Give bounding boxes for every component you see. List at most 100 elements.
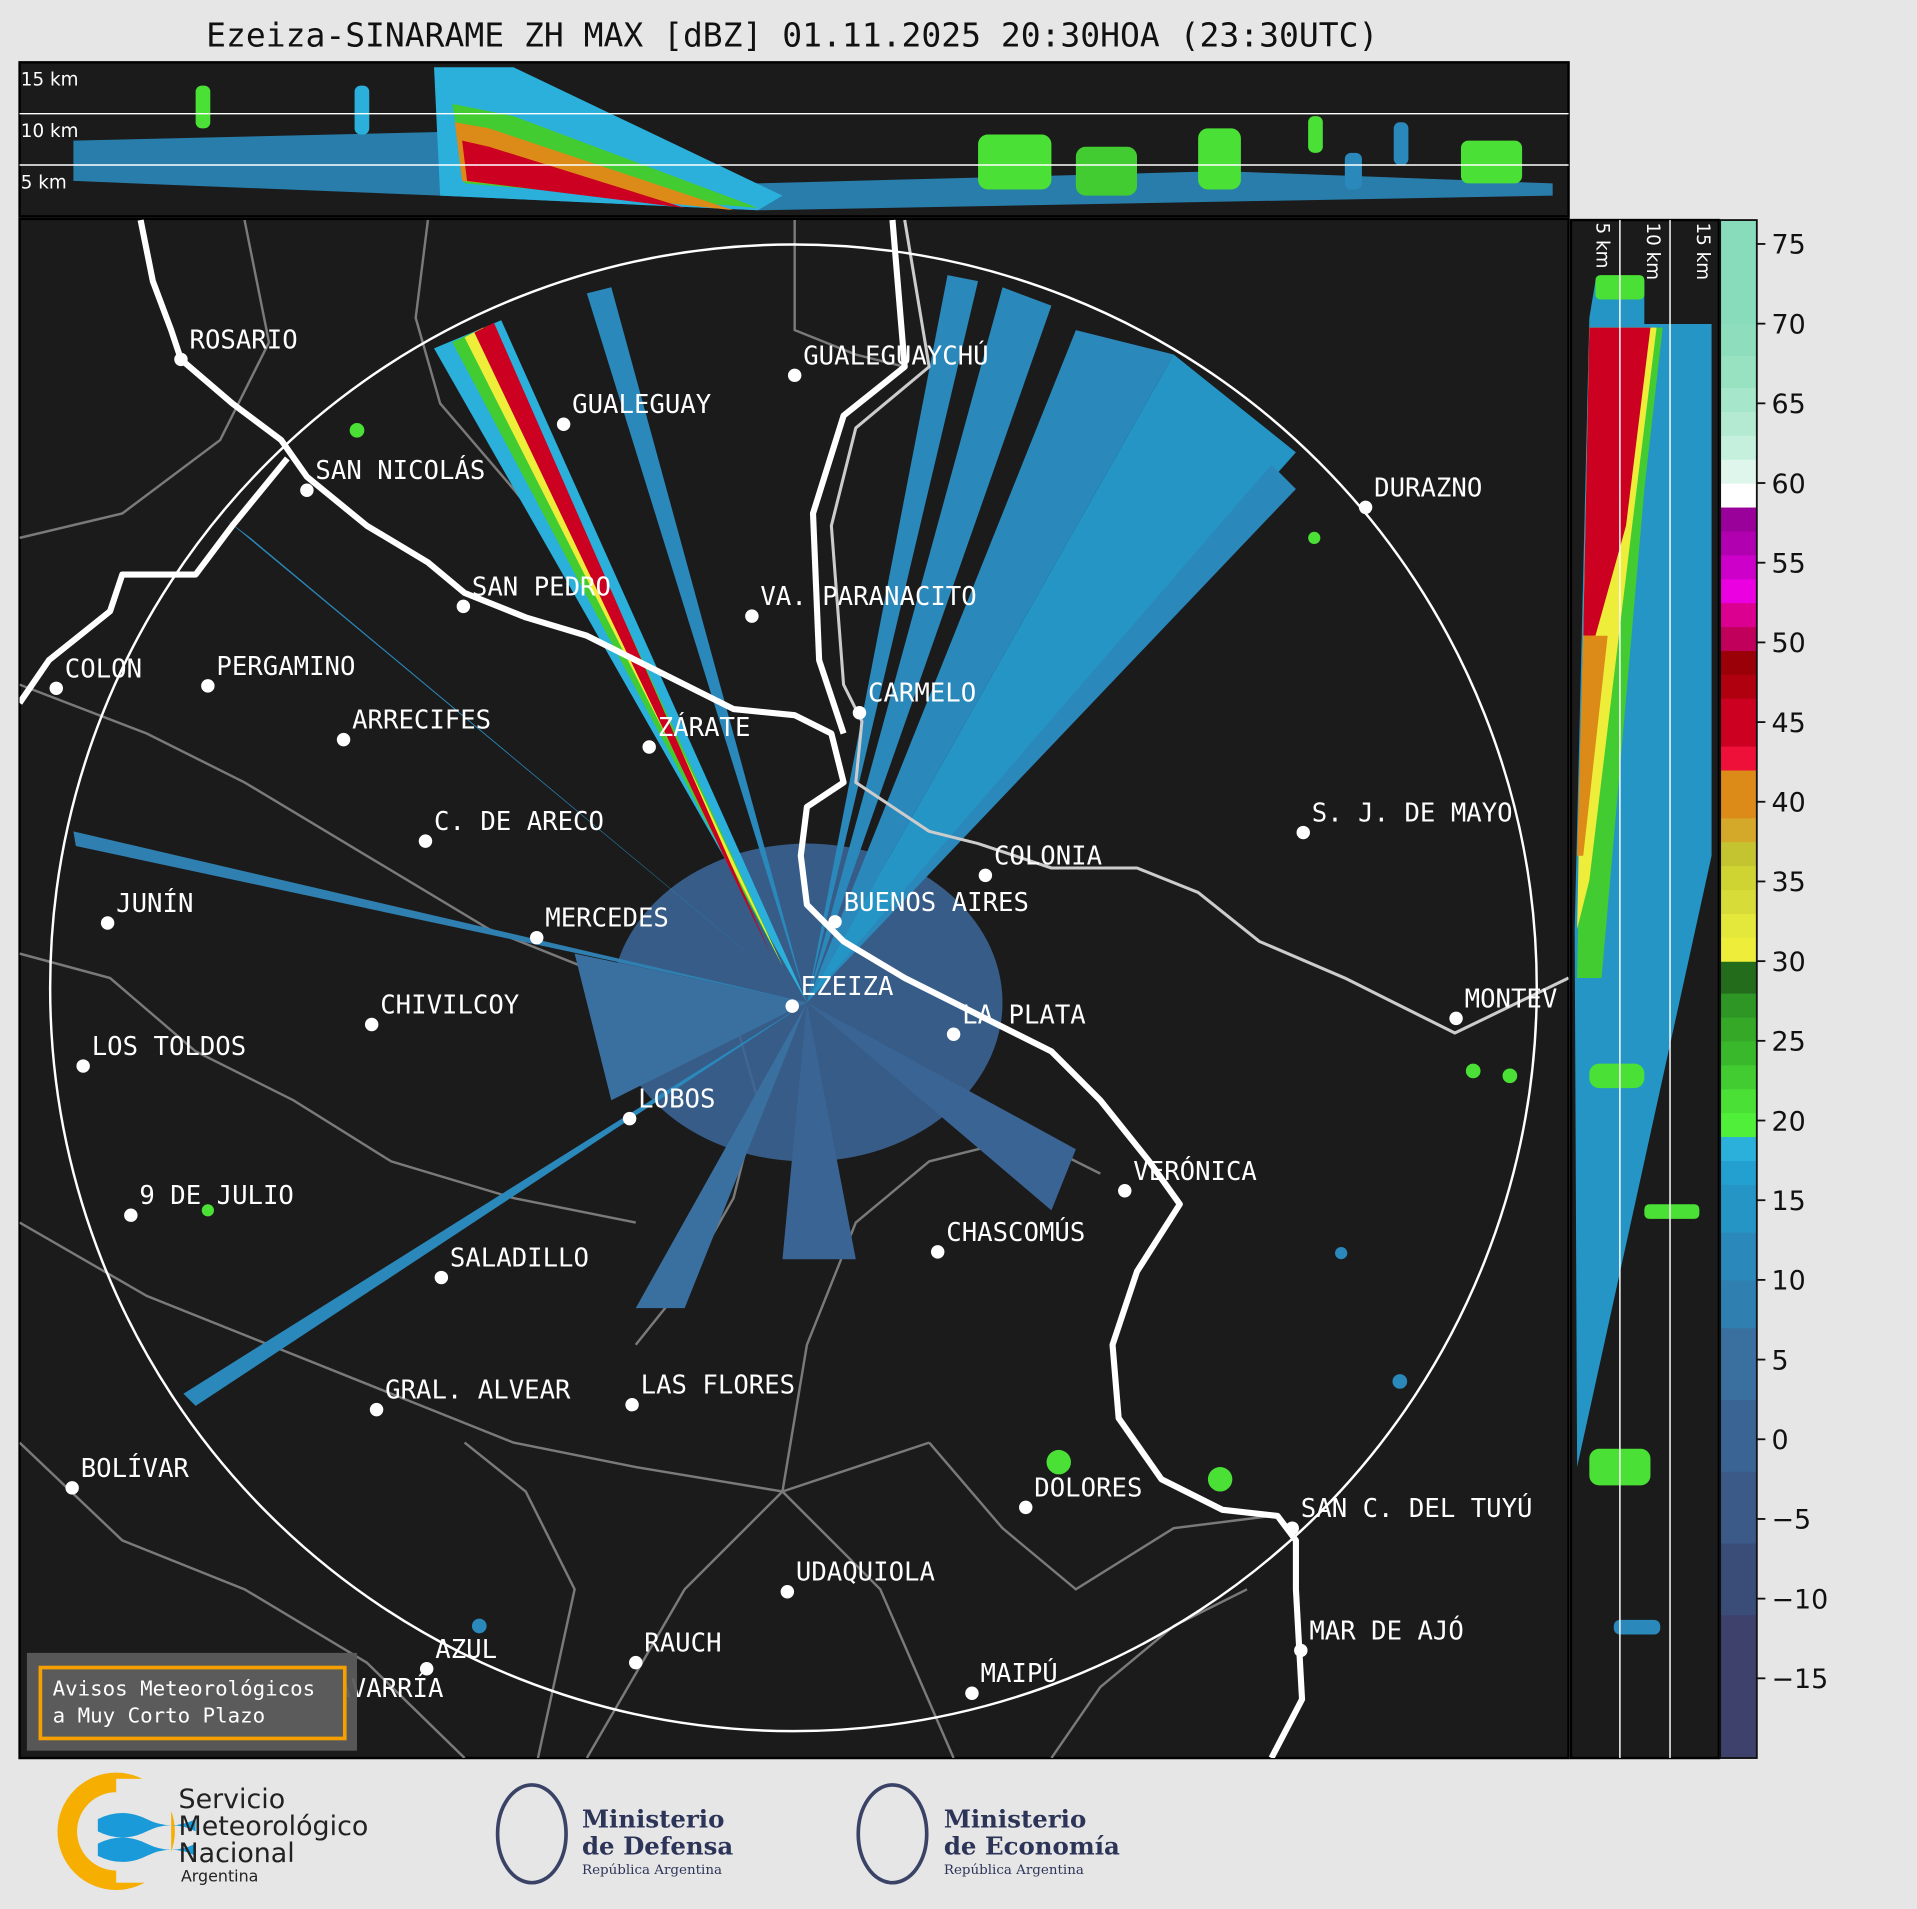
city-marker: ARRECIFES bbox=[336, 706, 491, 747]
city-marker: SAN C. DEL TUYÚ bbox=[1285, 1492, 1533, 1535]
colorbar-bin bbox=[1720, 1136, 1757, 1161]
colorbar-tick-label: 15 bbox=[1771, 1186, 1805, 1217]
colorbar-bin bbox=[1720, 650, 1757, 675]
city-marker: LAS FLORES bbox=[625, 1371, 795, 1412]
figure-title: Ezeiza-SINARAME ZH MAX [dBZ] 01.11.2025 … bbox=[206, 15, 1378, 54]
right-height-label-10km: 10 km bbox=[1642, 223, 1663, 281]
city-marker: SAN PEDRO bbox=[456, 572, 611, 614]
city-dot-icon bbox=[625, 1397, 639, 1412]
city-dot-icon bbox=[434, 1270, 449, 1285]
smn-line3: Nacional bbox=[179, 1838, 295, 1869]
city-dot-icon bbox=[1294, 1643, 1308, 1658]
city-marker: S. J. DE MAYO bbox=[1296, 799, 1513, 840]
colorbar-tick-label: 75 bbox=[1771, 230, 1805, 261]
colorbar-tick-label: −5 bbox=[1771, 1505, 1811, 1536]
warning-line2: a Muy Corto Plazo bbox=[53, 1704, 266, 1728]
colorbar-bin bbox=[1720, 459, 1757, 484]
city-dot-icon bbox=[300, 483, 314, 497]
colorbar-tick-label: 25 bbox=[1771, 1027, 1805, 1058]
colorbar-tick-label: 10 bbox=[1771, 1266, 1805, 1297]
city-marker: LOS TOLDOS bbox=[76, 1032, 246, 1073]
colorbar-tick-label: 30 bbox=[1771, 947, 1805, 978]
colorbar-tick-label: 45 bbox=[1771, 708, 1805, 739]
defensa-line3: República Argentina bbox=[582, 1863, 722, 1878]
city-markers: ROSARIO GUALEGUAY GUALEGUAYCHÚ SAN NICOLÁS D… bbox=[49, 325, 1558, 1715]
economia-line3: República Argentina bbox=[944, 1863, 1084, 1878]
city-label: ZÁRATE bbox=[658, 711, 751, 743]
city-dot-icon bbox=[965, 1686, 979, 1700]
city-marker: DOLORES bbox=[1019, 1473, 1142, 1515]
city-marker: 9 DE JULIO bbox=[124, 1181, 294, 1222]
city-label: GRAL. ALVEAR bbox=[385, 1376, 571, 1406]
colorbar-bin bbox=[1720, 554, 1757, 580]
right-height-label-15km: 15 km bbox=[1692, 223, 1713, 281]
city-dot-icon bbox=[1118, 1184, 1132, 1198]
radar-echoes bbox=[73, 275, 1518, 1634]
colorbar-tick-label: 0 bbox=[1771, 1425, 1788, 1456]
colorbar-tick-label: 50 bbox=[1771, 628, 1805, 659]
colorbar-bin bbox=[1720, 1064, 1757, 1090]
colorbar-bin bbox=[1720, 841, 1757, 867]
colorbar-tick-label: 40 bbox=[1771, 788, 1805, 819]
colorbar-bin bbox=[1720, 355, 1757, 389]
top-height-panel: 15 km 10 km 5 km bbox=[18, 61, 1570, 218]
city-marker: UDAQUIOLA bbox=[780, 1558, 935, 1599]
smn-line4: Argentina bbox=[181, 1866, 258, 1885]
colorbar-bin bbox=[1720, 1542, 1757, 1616]
city-marker: SAN NICOLÁS bbox=[300, 454, 485, 497]
city-label: ROSARIO bbox=[190, 325, 298, 355]
city-label: GUALEGUAY bbox=[572, 390, 711, 420]
city-marker: ROSARIO bbox=[174, 325, 298, 367]
defensa-line1: Ministerio bbox=[582, 1805, 724, 1834]
city-dot-icon bbox=[785, 999, 799, 1013]
city-marker: GRAL. ALVEAR bbox=[369, 1376, 571, 1417]
colorbar-bin bbox=[1720, 769, 1757, 819]
city-marker: COLONIA bbox=[978, 841, 1102, 883]
city-marker: CARMELO bbox=[852, 679, 976, 720]
colorbar-tick-label: 5 bbox=[1771, 1345, 1788, 1376]
city-marker: JUNÍN bbox=[100, 887, 193, 930]
colorbar-bin bbox=[1720, 993, 1757, 1018]
city-marker: MAIPÚ bbox=[965, 1657, 1058, 1700]
economia-line2: de Economía bbox=[944, 1832, 1120, 1861]
colorbar-bin bbox=[1720, 1112, 1757, 1138]
city-dot-icon bbox=[124, 1208, 138, 1222]
city-dot-icon bbox=[1019, 1500, 1033, 1515]
city-marker: RAUCH bbox=[629, 1629, 722, 1670]
city-dot-icon bbox=[642, 740, 656, 754]
city-dot-icon bbox=[364, 1017, 379, 1032]
city-marker: MERCEDES bbox=[529, 904, 669, 945]
colorbar-bin bbox=[1720, 889, 1757, 914]
warning-line1: Avisos Meteorológicos bbox=[53, 1677, 316, 1701]
colorbar-bin bbox=[1720, 411, 1757, 436]
colorbar-bin bbox=[1720, 323, 1757, 357]
city-label: DURAZNO bbox=[1374, 473, 1482, 503]
colorbar-tick-label: 55 bbox=[1771, 548, 1805, 579]
city-dot-icon bbox=[745, 609, 759, 623]
city-label: LOBOS bbox=[638, 1085, 715, 1115]
city-label: PERGAMINO bbox=[216, 652, 355, 682]
colorbar-tick-label: −15 bbox=[1771, 1664, 1828, 1695]
city-dot-icon bbox=[336, 732, 351, 747]
top-height-label-5km: 5 km bbox=[21, 172, 67, 193]
top-panel-echoes bbox=[73, 67, 1553, 211]
city-label: MONTEV bbox=[1465, 984, 1558, 1014]
city-label: COLON bbox=[65, 654, 142, 684]
colorbar-bin bbox=[1720, 961, 1757, 994]
city-marker: LOBOS bbox=[622, 1085, 715, 1126]
city-dot-icon bbox=[930, 1245, 945, 1259]
colorbar-bin bbox=[1720, 1016, 1757, 1042]
smn-logo: Servicio Meteorológico Nacional Argentin… bbox=[57, 1772, 368, 1891]
city-marker: EZEIZA bbox=[785, 972, 893, 1013]
city-marker: COLON bbox=[49, 654, 142, 696]
colorbar-tick-label: 70 bbox=[1771, 309, 1805, 340]
warning-box[interactable]: Avisos Meteorológicos a Muy Corto Plazo bbox=[26, 1652, 358, 1751]
city-dot-icon bbox=[456, 599, 471, 614]
city-dot-icon bbox=[556, 417, 571, 431]
city-dot-icon bbox=[1285, 1521, 1299, 1535]
city-label: MAR DE AJÓ bbox=[1309, 1614, 1463, 1646]
city-dot-icon bbox=[780, 1585, 795, 1599]
city-label: MERCEDES bbox=[545, 904, 669, 934]
